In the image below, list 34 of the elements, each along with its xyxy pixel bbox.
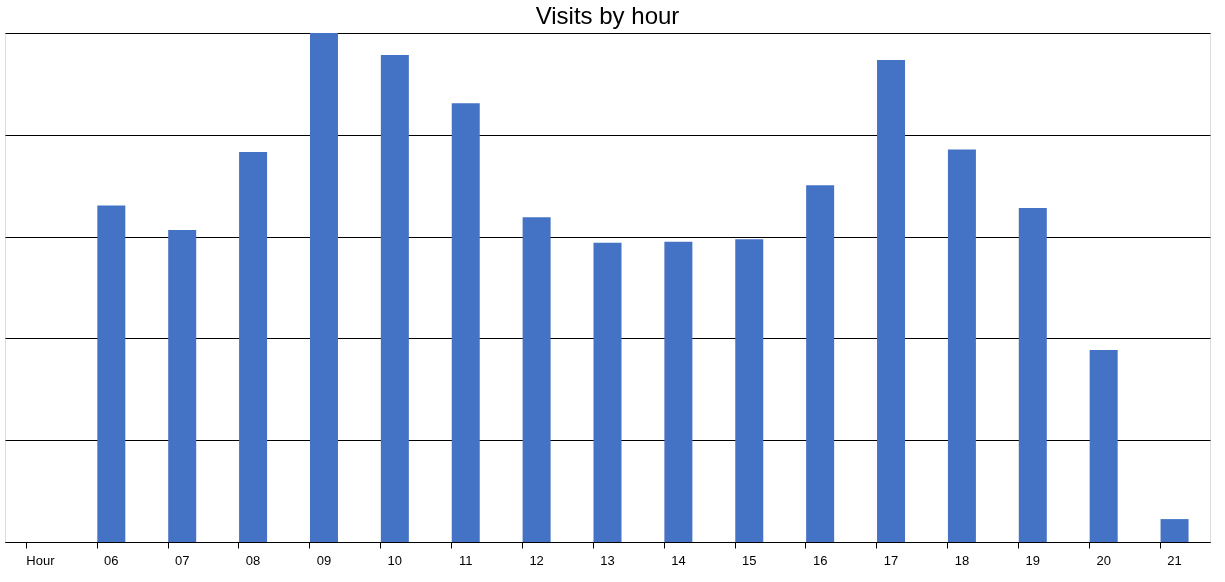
bar bbox=[806, 185, 835, 542]
x-tick-label: 18 bbox=[954, 552, 970, 568]
bar bbox=[239, 152, 268, 542]
x-tick-label: 19 bbox=[1025, 552, 1041, 568]
bar bbox=[522, 217, 551, 542]
x-tick-label: 11 bbox=[458, 552, 473, 568]
bar bbox=[947, 149, 976, 542]
x-tick-label: 13 bbox=[600, 552, 615, 568]
bar bbox=[380, 54, 409, 542]
bar bbox=[735, 239, 764, 542]
bar bbox=[593, 242, 622, 542]
bar bbox=[1018, 208, 1047, 542]
x-tick-label: 12 bbox=[529, 552, 544, 568]
chart-title: Visits by hour bbox=[535, 2, 680, 29]
bar bbox=[1089, 350, 1118, 542]
x-tick-label: 06 bbox=[104, 552, 119, 568]
bar bbox=[309, 33, 338, 542]
x-tick-label: 16 bbox=[812, 552, 828, 568]
x-tick-label: 07 bbox=[174, 552, 190, 568]
x-tick-label: 09 bbox=[316, 552, 332, 568]
bar bbox=[1160, 519, 1189, 542]
bar bbox=[451, 103, 480, 542]
bar bbox=[877, 59, 906, 542]
bar bbox=[97, 205, 126, 542]
x-tick-label: 21 bbox=[1167, 552, 1182, 568]
x-tick-label: 15 bbox=[742, 552, 757, 568]
x-tick-label: 20 bbox=[1096, 552, 1111, 568]
x-tick-label: 08 bbox=[245, 552, 261, 568]
x-tick-label: Hour bbox=[26, 552, 56, 568]
bar bbox=[664, 241, 693, 542]
x-tick-label: 17 bbox=[883, 552, 899, 568]
x-tick-label: 10 bbox=[387, 552, 403, 568]
bar bbox=[168, 229, 197, 542]
x-tick-label: 14 bbox=[671, 552, 686, 568]
